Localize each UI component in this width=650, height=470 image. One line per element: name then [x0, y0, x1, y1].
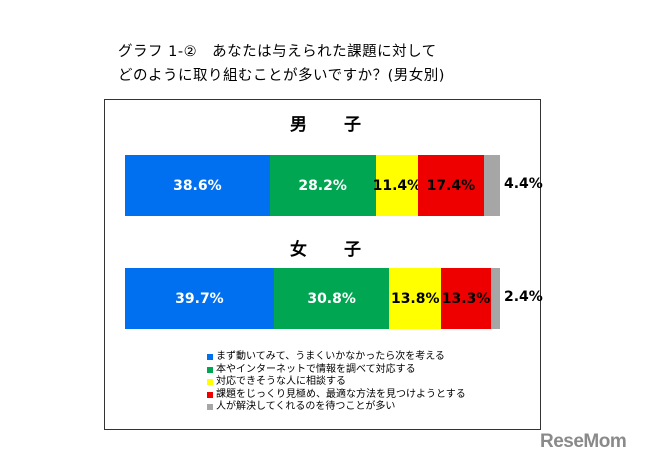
chart-title-line-2: どのように取り組むことが多いですか？(男女別)	[118, 68, 445, 84]
bar-segment-girls-3: 13.8%	[389, 268, 442, 329]
legend-label: 課題をじっくり見極め、最適な方法を見つけようとする	[216, 388, 466, 400]
bar-segment-boys-5	[483, 155, 500, 216]
data-label: 13.3%	[441, 290, 491, 307]
data-label: 28.2%	[298, 177, 347, 194]
data-label: 4.4%	[504, 176, 543, 192]
bar-segment-girls-4: 13.3%	[441, 268, 491, 329]
legend-item: 課題をじっくり見極め、最適な方法を見つけようとする	[207, 389, 466, 402]
bar-segment-boys-2: 28.2%	[269, 155, 376, 216]
data-label: 17.4%	[426, 177, 476, 194]
bar-segment-girls-1: 39.7%	[125, 268, 274, 329]
legend-item: まず動いてみて、うまくいかなかったら次を考える	[207, 351, 466, 364]
bar-segment-boys-3: 11.4%	[372, 155, 422, 216]
legend-label: 対応できそうな人に相談する	[216, 376, 346, 387]
legend-label: 人が解決してくれるのを待つことが多い	[216, 401, 396, 412]
data-label: 2.4%	[504, 289, 543, 305]
data-label: 39.7%	[175, 290, 224, 307]
legend-item: 対応できそうな人に相談する	[207, 376, 466, 389]
data-label: 30.8%	[307, 290, 356, 307]
bar-segment-boys-1: 38.6%	[125, 155, 270, 216]
chart-title-line-1: グラフ 1-② あなたは与えられた課題に対して	[118, 44, 437, 60]
legend-label: 本やインターネットで情報を調べて対応する	[216, 363, 416, 375]
legend-item: 人が解決してくれるのを待つことが多い	[207, 401, 466, 414]
legend-swatch	[207, 379, 213, 386]
bar-segment-boys-4: 17.4%	[418, 155, 484, 216]
panel-title-boys: 男 子	[290, 115, 371, 135]
panel-title-girls: 女 子	[290, 240, 371, 260]
resemom-logo: ReseMom	[540, 431, 627, 452]
data-label: 11.4%	[372, 177, 422, 194]
legend-swatch	[207, 391, 213, 398]
bar-segment-girls-2: 30.8%	[273, 268, 390, 329]
legend-item: 本やインターネットで情報を調べて対応する	[207, 364, 466, 377]
legend-swatch	[207, 354, 213, 361]
stacked-bar-boys: 38.6% 28.2% 11.4% 17.4% 4.4%	[125, 155, 543, 216]
legend-swatch	[207, 366, 213, 373]
stacked-bar-girls: 39.7% 30.8% 13.8% 13.3% 2.4%	[125, 268, 543, 329]
chart-frame	[104, 99, 541, 430]
data-label: 13.8%	[390, 290, 440, 307]
chart-legend: まず動いてみて、うまくいかなかったら次を考える 本やインターネットで情報を調べて対…	[207, 351, 466, 414]
data-label: 38.6%	[173, 177, 222, 194]
legend-label: まず動いてみて、うまくいかなかったら次を考える	[216, 351, 445, 362]
legend-swatch	[207, 404, 213, 411]
bar-segment-girls-5	[491, 268, 500, 329]
